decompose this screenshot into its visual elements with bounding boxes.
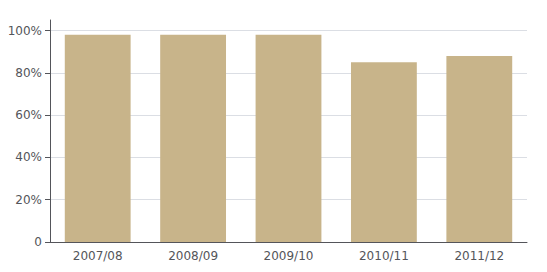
svg-text:2011/12: 2011/12 <box>454 249 504 263</box>
svg-text:40%: 40% <box>15 150 42 164</box>
svg-text:2009/10: 2009/10 <box>264 249 314 263</box>
svg-text:80%: 80% <box>15 66 42 80</box>
svg-text:20%: 20% <box>15 193 42 207</box>
svg-text:2008/09: 2008/09 <box>168 249 218 263</box>
svg-text:60%: 60% <box>15 108 42 122</box>
svg-text:100%: 100% <box>8 24 42 38</box>
svg-text:0: 0 <box>34 235 42 249</box>
svg-text:2007/08: 2007/08 <box>73 249 123 263</box>
svg-text:2010/11: 2010/11 <box>359 249 409 263</box>
